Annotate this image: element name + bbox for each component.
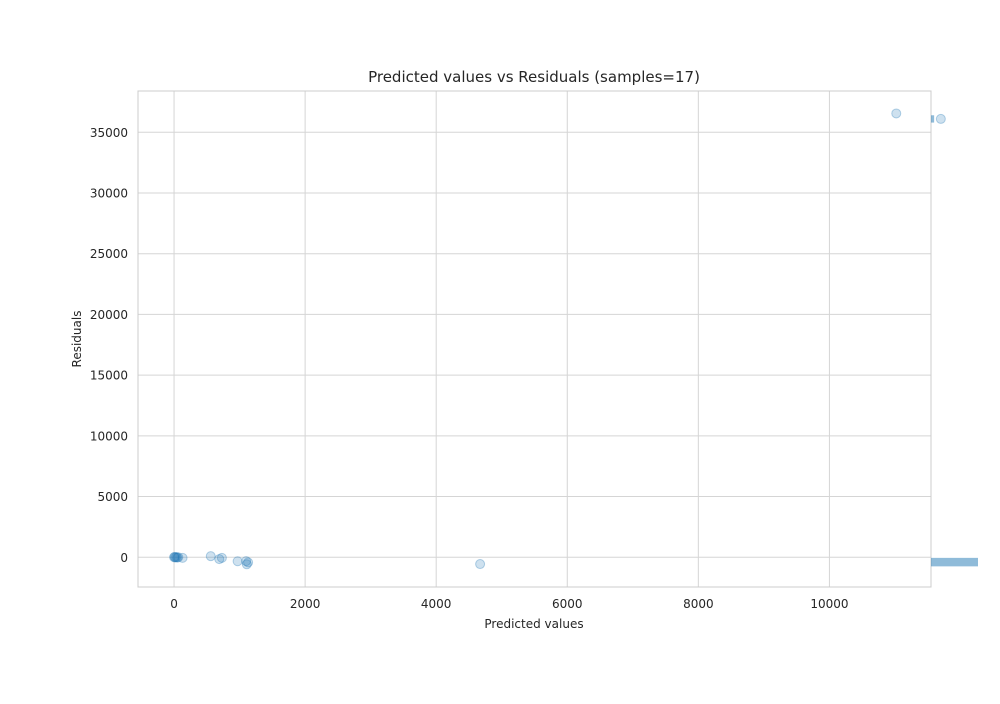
- y-tick-labels: 0 5000 10000 15000 20000 25000 30000 35000: [90, 126, 128, 565]
- y-axis-label: Residuals: [70, 311, 84, 368]
- scatter-point: [232, 556, 243, 567]
- plot-area: [138, 91, 931, 587]
- histogram-bar: [931, 115, 935, 123]
- scatter-point: [173, 552, 184, 563]
- x-tick-labels: 0 2000 4000 6000 8000 10000: [170, 597, 848, 611]
- scatter-point: [214, 554, 225, 565]
- y-tick-label: 20000: [90, 308, 128, 322]
- x-tick-label: 2000: [290, 597, 321, 611]
- y-tick-label: 30000: [90, 186, 128, 200]
- x-tick-label: 6000: [552, 597, 583, 611]
- scatter-point: [170, 552, 181, 563]
- scatter-point: [169, 552, 180, 563]
- grid: [138, 91, 931, 587]
- scatter-point: [475, 559, 486, 570]
- y-tick-label: 35000: [90, 126, 128, 140]
- scatter-point: [205, 551, 216, 562]
- y-tick-label: 5000: [97, 490, 128, 504]
- histogram-bar: [931, 557, 978, 567]
- scatter-point: [243, 557, 254, 568]
- scatter-point: [241, 559, 252, 570]
- scatter-point: [891, 108, 902, 119]
- x-tick-label: 8000: [683, 597, 714, 611]
- scatter-point: [171, 552, 182, 563]
- x-tick-label: 0: [170, 597, 178, 611]
- scatter-point: [935, 113, 946, 124]
- chart-title: Predicted values vs Residuals (samples=1…: [368, 68, 700, 86]
- x-tick-label: 10000: [810, 597, 848, 611]
- y-tick-label: 25000: [90, 247, 128, 261]
- scatter-point: [216, 552, 227, 563]
- y-tick-label: 15000: [90, 369, 128, 383]
- x-tick-label: 4000: [421, 597, 452, 611]
- scatter-point: [241, 556, 252, 567]
- scatter-point: [177, 552, 188, 563]
- scatter-point: [169, 551, 180, 562]
- y-tick-label: 0: [120, 551, 128, 565]
- scatter-point: [172, 552, 183, 563]
- scatter-points: [169, 108, 946, 570]
- plot-frame: [137, 90, 932, 588]
- x-axis-label: Predicted values: [484, 617, 583, 631]
- y-tick-label: 10000: [90, 429, 128, 443]
- marginal-histogram: [931, 115, 978, 567]
